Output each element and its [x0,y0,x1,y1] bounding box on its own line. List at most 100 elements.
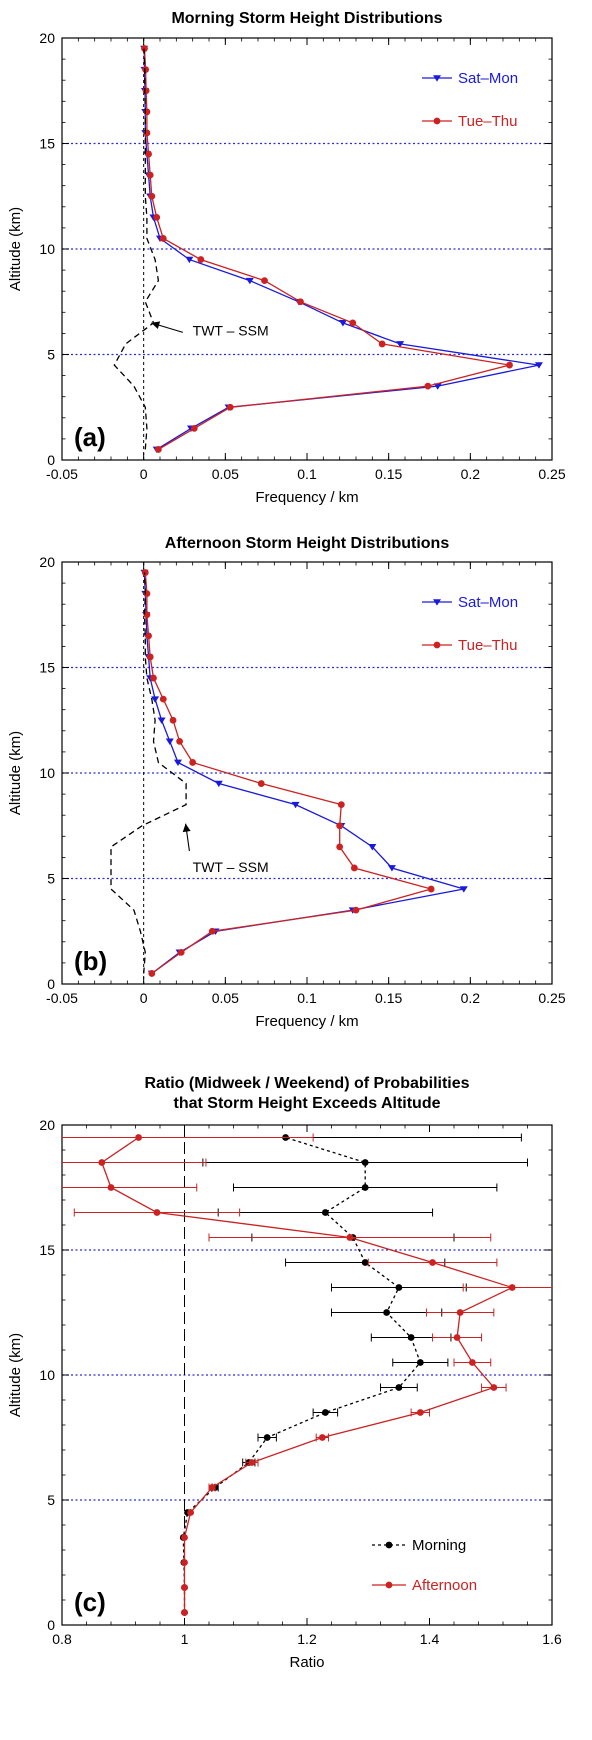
y-tick-label: 10 [39,241,55,257]
data-point [433,383,442,390]
y-tick-label: 0 [47,976,55,992]
x-tick-label: 0.2 [461,466,481,482]
legend-marker [385,1541,393,1549]
data-point [350,864,358,872]
x-tick-label: 0.15 [375,990,402,1006]
data-point [395,1384,403,1391]
y-axis-label: Altitude (km) [7,207,24,291]
legend-label: Morning [412,1537,466,1554]
x-axis-label: Frequency / km [255,1013,358,1030]
data-point [337,801,345,809]
y-tick-label: 15 [39,136,55,152]
y-tick-label: 5 [47,871,55,887]
legend-item-2: Tue–Thu [422,637,517,654]
x-tick-label: -0.05 [46,466,78,482]
y-tick-label: 10 [39,1367,55,1383]
data-point [468,1359,476,1366]
data-point [297,298,304,306]
data-point [154,446,162,453]
data-point [176,737,184,745]
chart-subtitle: that Storm Height Exceeds Altitude [174,1095,441,1112]
data-point [146,653,154,661]
data-point [263,1434,271,1441]
data-point [157,717,166,724]
data-point [291,801,300,809]
data-point [349,319,357,327]
y-tick-label: 15 [39,660,55,676]
data-point [318,1434,326,1441]
data-point [189,759,197,766]
data-point [190,424,198,432]
data-point [407,1334,415,1341]
series-line [182,1136,422,1613]
data-point [177,948,185,956]
legend-label: Sat–Mon [458,70,518,87]
data-point [321,1409,329,1416]
data-point [141,45,148,52]
legend-item-2: Afternoon [372,1577,477,1594]
data-point [416,1359,424,1366]
data-point [159,235,167,242]
arrow-head [151,321,161,329]
data-point [142,87,150,95]
data-point [368,844,377,851]
chart-panel-3: Ratio (Midweek / Weekend) of Probabiliti… [7,1075,562,1671]
data-point [151,696,160,703]
data-point [459,886,468,893]
x-tick-label: 0.8 [52,1631,72,1647]
annotation: TWT – SSM [151,321,269,339]
series-line [143,48,510,450]
data-point [107,1184,115,1191]
y-tick-label: 15 [39,1242,55,1258]
y-tick-label: 10 [39,765,55,781]
data-point [187,1509,195,1516]
data-point [181,1534,188,1541]
legend-label: Sat–Mon [458,594,518,611]
series-line [101,1136,514,1613]
data-point [146,171,154,179]
x-tick-label: 0.15 [375,466,402,482]
data-point [148,192,156,200]
data-point [453,1334,461,1341]
legend-label: Tue–Thu [458,113,517,130]
data-point [214,780,223,788]
x-tick-label: 1.4 [420,1631,440,1647]
data-point [352,906,360,914]
chart-panel-1: Morning Storm Height Distributions -0.05 0… [7,10,566,506]
series-3 [113,48,160,450]
y-tick-label: 20 [39,30,55,46]
data-point [145,632,152,640]
legend-marker [433,75,441,82]
data-point [361,1184,369,1191]
x-tick-label: 1.2 [297,1631,317,1647]
data-point [165,738,174,745]
y-axis-label: Altitude (km) [7,731,24,815]
data-point [490,1384,498,1391]
panel-label: (c) [74,1587,106,1617]
data-point [456,1309,464,1316]
x-tick-label: 0 [140,466,148,482]
legend-marker [385,1581,393,1589]
x-axis-label: Ratio [289,1654,324,1671]
data-point [424,382,432,390]
data-point [321,1209,329,1216]
y-tick-label: 20 [39,554,55,570]
legend-label: Afternoon [412,1577,477,1594]
panel-label: (a) [74,422,106,452]
data-point [208,1484,216,1491]
legend-item-1: Sat–Mon [422,594,518,611]
x-tick-label: 0.1 [297,990,317,1006]
chart-title: Morning Storm Height Distributions [171,10,442,27]
data-point [336,843,344,851]
data-point [383,1309,391,1316]
data-point [159,695,167,703]
data-point [245,277,254,285]
data-point [169,716,177,724]
data-point [257,780,265,787]
series-line [110,572,187,974]
legend-item-1: Sat–Mon [422,70,518,87]
data-point [197,256,205,263]
data-point [416,1409,424,1416]
data-point [534,362,543,369]
